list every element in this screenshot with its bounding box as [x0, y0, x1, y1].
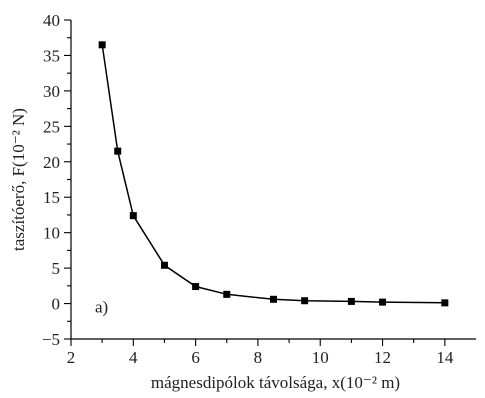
- data-point: [301, 297, 309, 305]
- series-line: [101, 44, 445, 304]
- data-point: [441, 299, 449, 307]
- x-axis-title: mágnesdipólok távolsága, x(10⁻² m): [151, 373, 400, 392]
- y-tick-label: −5: [42, 330, 60, 349]
- x-tick-label: 8: [254, 348, 263, 367]
- series: [98, 41, 449, 307]
- y-tick-label: 5: [52, 259, 61, 278]
- y-tick-label: 35: [43, 46, 60, 65]
- y-tick-label: 0: [52, 295, 61, 314]
- data-point: [98, 41, 106, 49]
- x-tick-label: 14: [436, 348, 454, 367]
- y-tick-label: 25: [43, 117, 60, 136]
- data-point: [379, 298, 387, 306]
- x-tick-label: 12: [374, 348, 391, 367]
- data-point: [160, 261, 168, 269]
- data-point: [192, 283, 200, 291]
- x-tick-label: 10: [312, 348, 329, 367]
- y-tick-label: 30: [43, 82, 60, 101]
- data-point: [223, 290, 231, 298]
- x-tick-label: 6: [191, 348, 200, 367]
- data-point: [347, 297, 355, 305]
- x-tick-label: 2: [67, 348, 76, 367]
- ticks: [64, 19, 446, 346]
- y-axis-title: taszítóerő, F(10⁻² N): [9, 108, 28, 251]
- y-tick-label: 20: [43, 153, 60, 172]
- annotation-label: a): [95, 298, 108, 317]
- tick-labels: 2 4 6 8 10 12 14 −5 0 5 10 15 20 25 30 35 40: [42, 11, 454, 367]
- data-point: [129, 212, 137, 220]
- axes: [70, 20, 476, 340]
- x-tick-label: 4: [129, 348, 138, 367]
- y-tick-label: 10: [43, 224, 60, 243]
- y-tick-label: 40: [43, 11, 60, 30]
- data-point: [270, 295, 277, 303]
- data-point: [114, 147, 122, 155]
- y-tick-label: 15: [43, 188, 60, 207]
